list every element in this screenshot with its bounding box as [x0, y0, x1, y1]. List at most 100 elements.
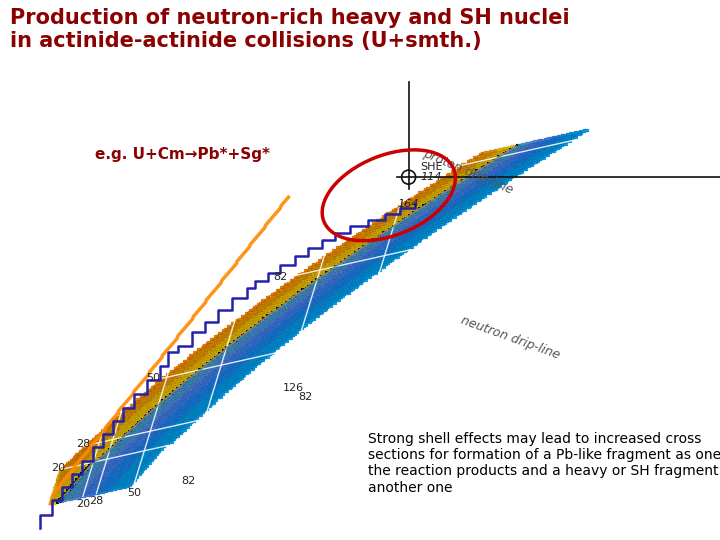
Bar: [163, 431, 166, 434]
Bar: [428, 189, 431, 192]
Bar: [353, 238, 356, 241]
Bar: [255, 351, 258, 354]
Bar: [408, 198, 411, 201]
Bar: [163, 381, 167, 384]
Bar: [91, 458, 94, 462]
Bar: [279, 325, 282, 328]
Bar: [158, 430, 161, 433]
Bar: [382, 231, 385, 234]
Bar: [483, 181, 486, 185]
Bar: [123, 451, 126, 455]
Bar: [140, 407, 143, 410]
Bar: [115, 483, 118, 486]
Bar: [86, 482, 90, 485]
Bar: [365, 276, 369, 279]
Bar: [476, 174, 479, 177]
Bar: [339, 257, 343, 260]
Bar: [282, 313, 286, 316]
Bar: [477, 162, 481, 165]
Bar: [372, 241, 374, 244]
Bar: [404, 201, 407, 205]
Bar: [498, 178, 501, 181]
Bar: [158, 382, 162, 385]
Bar: [222, 388, 225, 392]
Bar: [450, 205, 454, 208]
Bar: [297, 278, 300, 281]
Bar: [425, 222, 428, 225]
Bar: [246, 364, 249, 368]
Bar: [209, 398, 212, 401]
Bar: [251, 338, 254, 341]
Bar: [402, 231, 406, 234]
Bar: [181, 393, 184, 396]
Bar: [150, 457, 153, 460]
Bar: [418, 205, 422, 208]
Bar: [91, 477, 95, 480]
Bar: [200, 390, 204, 394]
Bar: [246, 342, 248, 345]
Bar: [141, 465, 144, 469]
Bar: [384, 233, 388, 236]
Bar: [132, 476, 136, 480]
Bar: [171, 404, 174, 407]
Bar: [262, 318, 266, 321]
Bar: [575, 133, 578, 137]
Bar: [297, 280, 301, 283]
Bar: [287, 330, 290, 333]
Bar: [72, 495, 75, 498]
Bar: [523, 154, 526, 158]
Bar: [120, 450, 124, 453]
Bar: [504, 179, 508, 182]
Bar: [124, 437, 127, 441]
Bar: [147, 435, 150, 438]
Bar: [130, 427, 134, 430]
Bar: [173, 381, 176, 384]
Bar: [184, 381, 187, 384]
Bar: [179, 430, 182, 433]
Bar: [161, 407, 163, 409]
Bar: [298, 278, 302, 281]
Bar: [143, 424, 145, 427]
Bar: [248, 314, 251, 317]
Bar: [64, 483, 68, 486]
Bar: [327, 262, 330, 265]
Bar: [181, 409, 184, 412]
Bar: [441, 200, 444, 203]
Bar: [441, 216, 444, 219]
Bar: [234, 321, 238, 325]
Bar: [57, 487, 60, 490]
Bar: [124, 417, 127, 420]
Bar: [381, 250, 384, 253]
Bar: [222, 377, 225, 380]
Bar: [161, 388, 165, 391]
Bar: [88, 464, 91, 467]
Bar: [73, 478, 77, 482]
Bar: [263, 347, 266, 350]
Bar: [218, 357, 222, 360]
Bar: [359, 250, 362, 253]
Bar: [424, 197, 428, 200]
Bar: [284, 320, 287, 323]
Bar: [173, 438, 176, 441]
Bar: [228, 353, 231, 356]
Bar: [444, 190, 447, 193]
Bar: [248, 355, 251, 358]
Bar: [420, 209, 423, 212]
Bar: [104, 454, 107, 457]
Bar: [450, 200, 454, 204]
Bar: [314, 283, 317, 286]
Bar: [159, 420, 163, 423]
Bar: [181, 427, 184, 430]
Bar: [96, 448, 99, 451]
Bar: [366, 228, 369, 231]
Bar: [436, 203, 440, 206]
Bar: [234, 326, 238, 329]
Bar: [495, 154, 498, 157]
Bar: [409, 237, 412, 240]
Bar: [122, 442, 126, 446]
Bar: [184, 362, 186, 366]
Bar: [146, 428, 149, 431]
Bar: [166, 426, 169, 429]
Bar: [302, 313, 305, 316]
Bar: [136, 398, 140, 401]
